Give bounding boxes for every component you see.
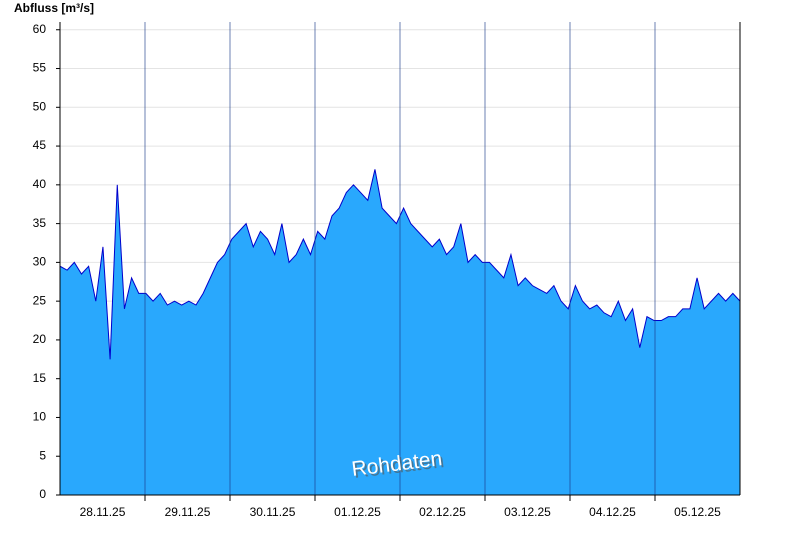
y-tick-label: 60 xyxy=(33,22,47,36)
y-tick-label: 35 xyxy=(33,216,47,230)
x-tick-label: 29.11.25 xyxy=(165,505,211,519)
y-tick-label: 50 xyxy=(33,99,47,113)
x-tick-label: 28.11.25 xyxy=(80,505,126,519)
x-tick-label: 04.12.25 xyxy=(589,505,636,519)
x-tick-label: 30.11.25 xyxy=(250,505,296,519)
y-tick-label: 0 xyxy=(39,487,46,501)
y-tick-label: 20 xyxy=(33,332,47,346)
y-tick-label: 55 xyxy=(33,61,47,75)
x-tick-label: 01.12.25 xyxy=(334,505,381,519)
x-tick-label: 03.12.25 xyxy=(504,505,551,519)
y-axis-label: Abfluss [m³/s] xyxy=(14,1,94,15)
y-tick-label: 5 xyxy=(39,448,46,462)
x-tick-label: 02.12.25 xyxy=(419,505,466,519)
x-tick-label: 05.12.25 xyxy=(674,505,721,519)
y-tick-label: 30 xyxy=(33,255,47,269)
y-tick-label: 15 xyxy=(33,371,47,385)
y-tick-label: 45 xyxy=(33,138,47,152)
y-tick-label: 40 xyxy=(33,177,47,191)
y-tick-label: 10 xyxy=(33,410,47,424)
y-tick-label: 25 xyxy=(33,293,47,307)
